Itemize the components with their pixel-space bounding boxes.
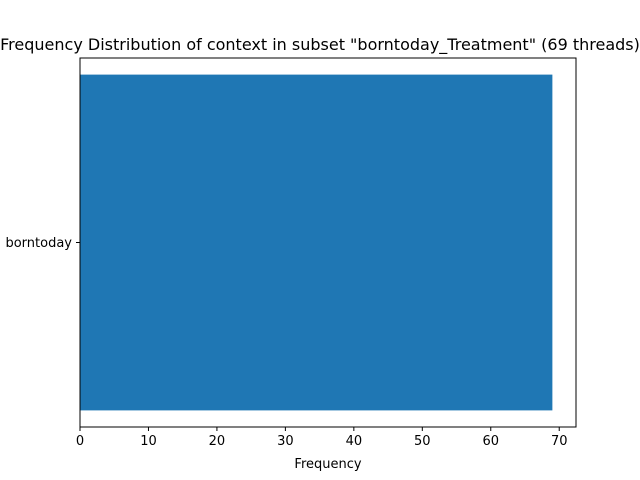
y-tick-label: borntoday bbox=[5, 236, 72, 251]
x-tick-label: 50 bbox=[414, 434, 431, 449]
plot-area: borntoday 0 10 20 30 40 50 60 70 bbox=[5, 74, 568, 449]
x-tick-label: 40 bbox=[346, 434, 363, 449]
chart-title: Frequency Distribution of context in sub… bbox=[0, 35, 640, 55]
x-tick-label: 10 bbox=[140, 434, 157, 449]
x-tick-label: 20 bbox=[209, 434, 226, 449]
x-tick-label: 0 bbox=[76, 434, 84, 449]
axes-frame bbox=[79, 57, 577, 428]
x-tick-label: 60 bbox=[482, 434, 499, 449]
x-axis-label: Frequency bbox=[294, 457, 361, 472]
x-tick-label: 70 bbox=[551, 434, 568, 449]
x-tick-label: 30 bbox=[277, 434, 294, 449]
bar bbox=[80, 74, 553, 411]
